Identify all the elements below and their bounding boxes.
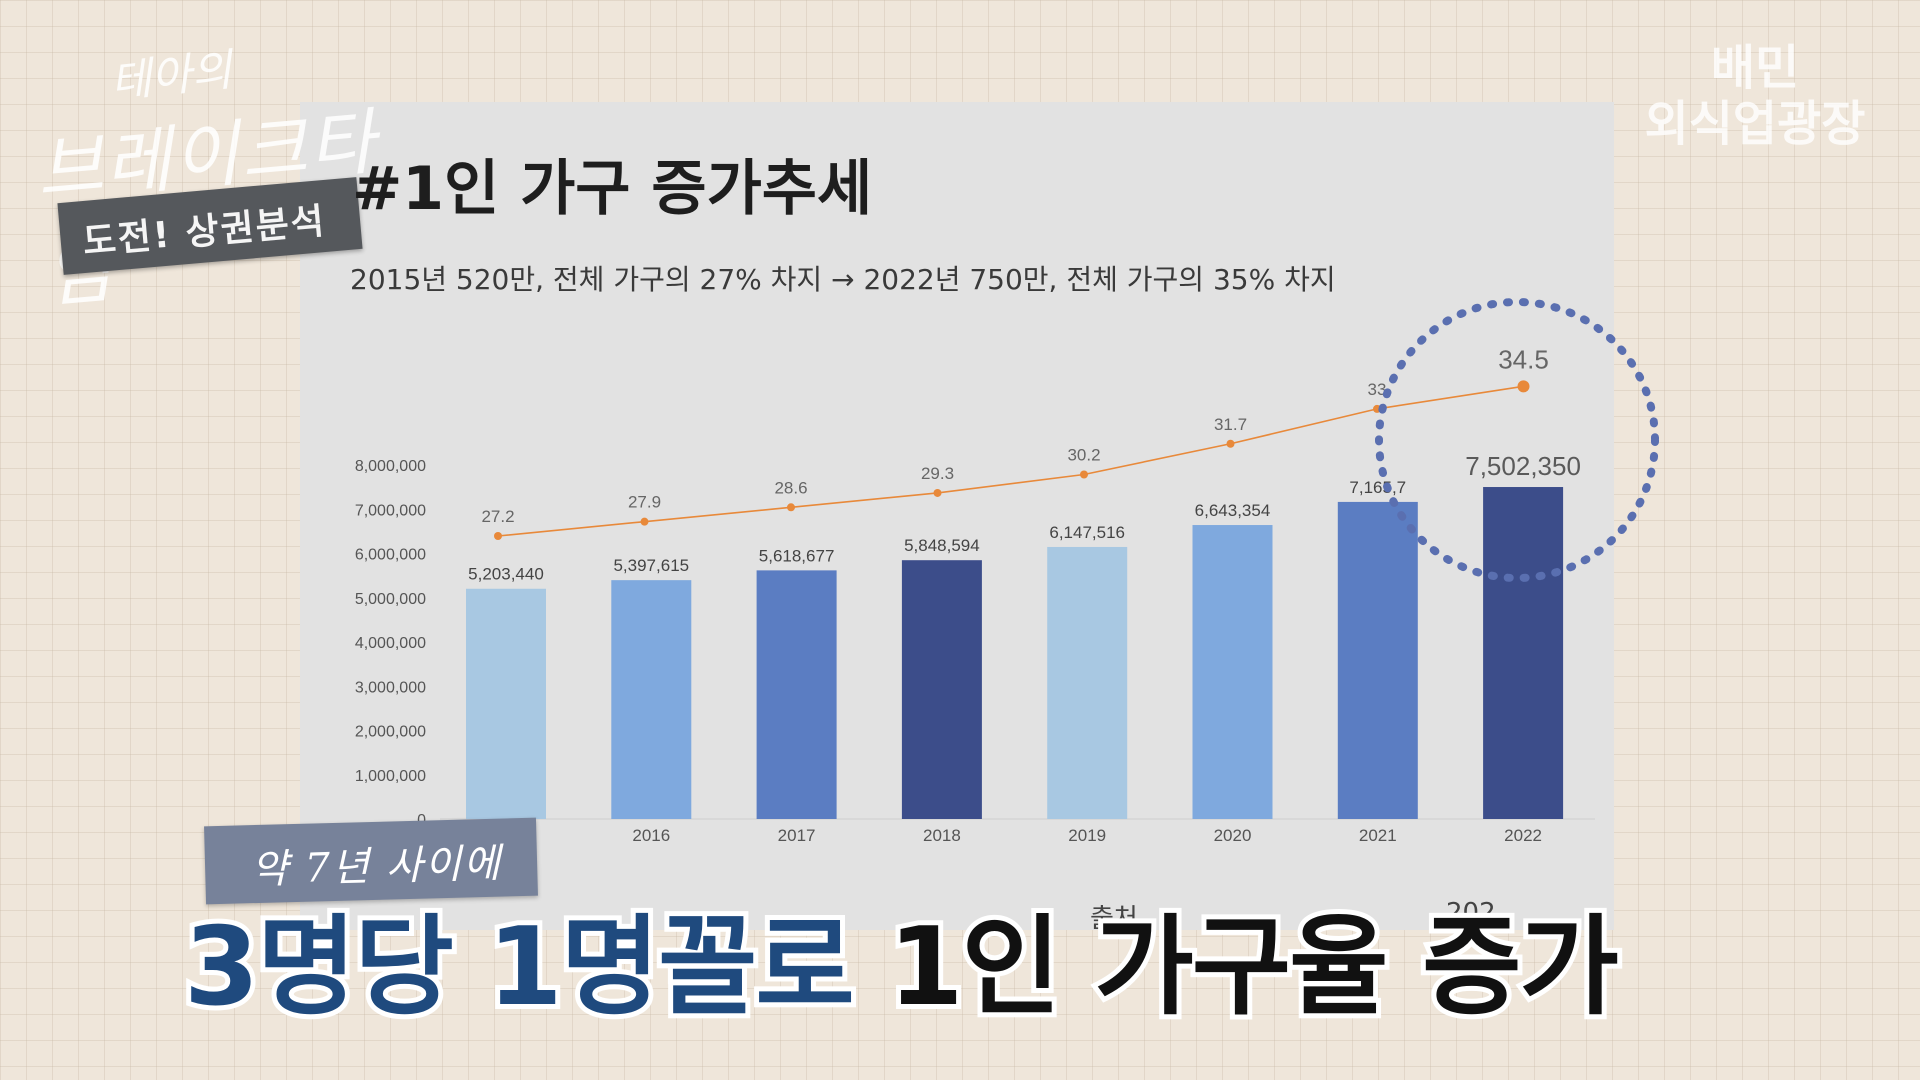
bar <box>901 560 982 819</box>
bar <box>1192 525 1273 819</box>
percent-label: 27.2 <box>481 507 514 526</box>
percent-point <box>1080 470 1088 479</box>
percent-line <box>497 385 1524 537</box>
bar <box>1047 546 1128 819</box>
percent-point <box>787 503 795 512</box>
percent-point <box>1517 380 1530 393</box>
caption-dark: 1인 가구율 증가 <box>883 900 1624 1035</box>
percent-point <box>640 517 649 526</box>
bar-value-label: 7,165,7 <box>1349 478 1406 497</box>
y-tick-label: 7,000,000 <box>355 502 426 519</box>
y-tick-label: 5,000,000 <box>355 591 426 608</box>
y-tick-label: 1,000,000 <box>355 768 426 785</box>
percent-label: 30.2 <box>1067 446 1100 465</box>
percent-label: 34.5 <box>1498 344 1549 374</box>
main-caption: 3명당 1명꼴로 1인 가구율 증가 <box>179 880 1624 1036</box>
percent-label: 33 <box>1368 380 1387 399</box>
source-year-peek: 202 <box>1446 898 1496 928</box>
x-tick-label: 2016 <box>632 826 670 845</box>
y-tick-label: 4,000,000 <box>355 635 426 652</box>
percent-label: 29.3 <box>921 464 954 483</box>
bar-value-label: 5,618,677 <box>759 546 835 565</box>
percent-label: 27.9 <box>628 493 661 512</box>
bar <box>611 580 692 819</box>
percent-label: 31.7 <box>1214 415 1247 434</box>
bar-value-label: 5,848,594 <box>904 536 980 555</box>
x-tick-label: 2017 <box>778 826 816 845</box>
bar <box>466 588 546 819</box>
bar <box>756 570 837 819</box>
percent-point <box>933 488 942 497</box>
watermark: 배민 외식업광장 <box>1630 40 1880 152</box>
slide-subtitle: 2015년 520만, 전체 가구의 27% 차지 → 2022년 750만, … <box>350 263 1336 296</box>
caption-blue: 3명당 1명꼴로 <box>179 900 860 1035</box>
bar-value-label: 5,203,440 <box>468 565 544 584</box>
x-tick-label: 2019 <box>1068 826 1106 845</box>
y-tick-label: 8,000,000 <box>355 458 426 475</box>
bar-value-label: 6,643,354 <box>1195 501 1271 520</box>
watermark-line1: 배민 <box>1710 40 1800 96</box>
bar-value-label: 6,147,516 <box>1049 523 1125 542</box>
y-tick-label: 3,000,000 <box>355 679 426 696</box>
bar <box>1483 487 1564 819</box>
x-tick-label: 2020 <box>1214 826 1252 845</box>
x-tick-label: 2018 <box>923 826 961 845</box>
x-tick-label: 2022 <box>1504 826 1542 845</box>
bar <box>1337 501 1418 819</box>
slide-title: #1인 가구 증가추세 <box>352 154 873 224</box>
percent-label: 28.6 <box>774 478 807 497</box>
percent-point <box>494 532 502 540</box>
highlight-circle <box>1375 298 1659 582</box>
source-peek: 출처 <box>1090 904 1138 934</box>
percent-point <box>1226 439 1235 448</box>
bar-value-label: 7,502,350 <box>1465 451 1581 481</box>
y-tick-label: 2,000,000 <box>355 724 426 741</box>
x-tick-label: 2021 <box>1359 826 1397 845</box>
bar-value-label: 5,397,615 <box>613 556 689 575</box>
y-tick-label: 6,000,000 <box>355 547 426 564</box>
watermark-line2: 외식업광장 <box>1644 96 1866 152</box>
